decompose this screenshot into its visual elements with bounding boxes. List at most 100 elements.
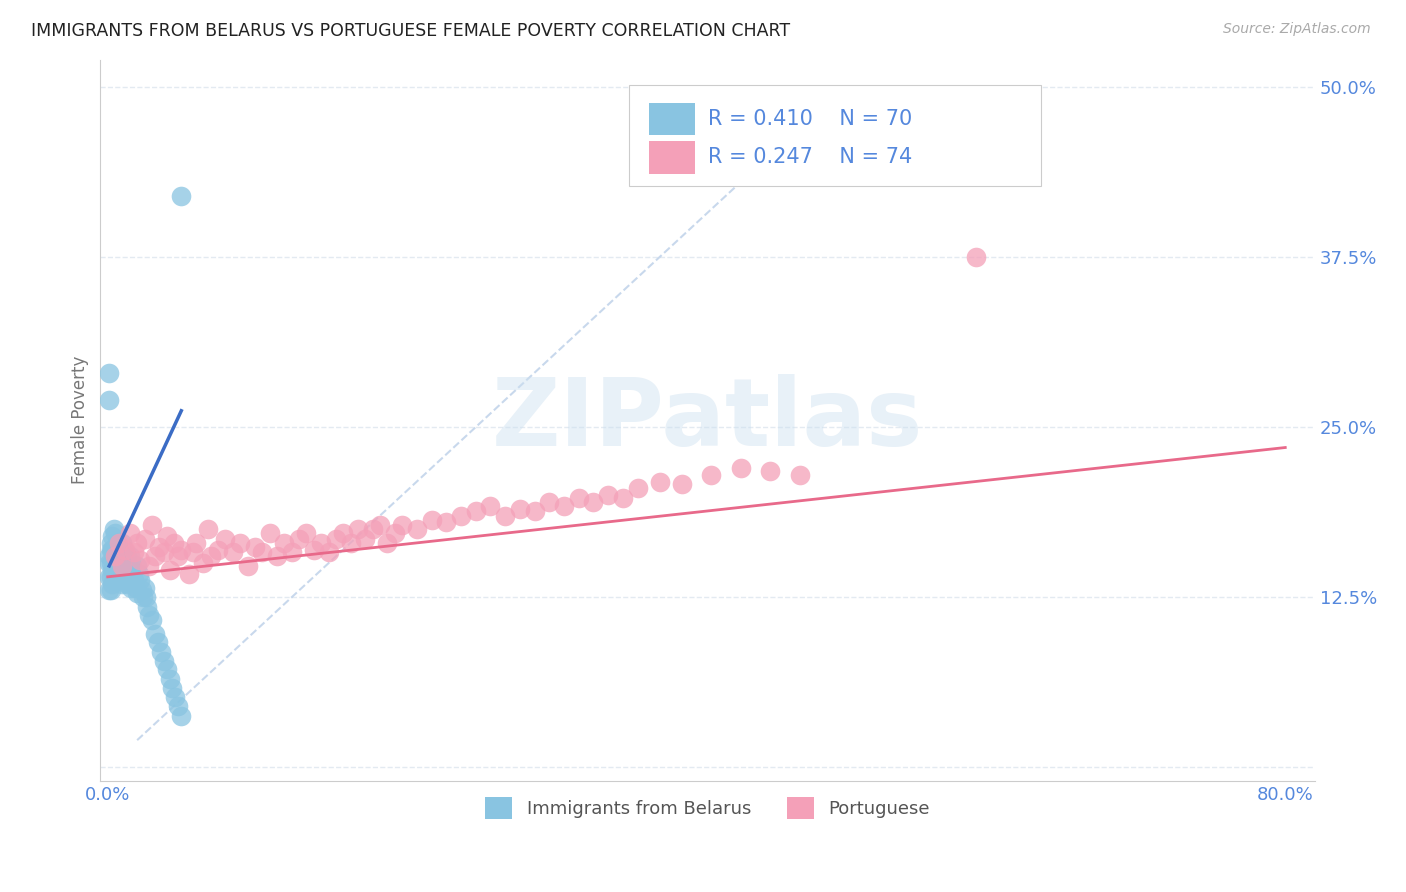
Text: R = 0.410    N = 70: R = 0.410 N = 70 <box>707 109 911 128</box>
Point <box>101 576 124 591</box>
Point <box>266 549 288 564</box>
Point <box>120 556 142 570</box>
Point <box>288 532 311 546</box>
Point <box>152 545 174 559</box>
Point <box>104 549 127 564</box>
Point <box>103 542 125 557</box>
Point <box>582 495 605 509</box>
Bar <box>650 141 696 174</box>
Point <box>105 570 128 584</box>
Point <box>100 542 122 557</box>
Point <box>568 491 591 505</box>
Point <box>553 499 575 513</box>
FancyBboxPatch shape <box>628 85 1042 186</box>
Point <box>98 366 121 380</box>
Point <box>450 508 472 523</box>
Point <box>420 513 443 527</box>
Point <box>162 681 184 696</box>
Point <box>112 567 135 582</box>
Point <box>105 536 128 550</box>
Point <box>98 570 121 584</box>
Point <box>155 529 177 543</box>
Point <box>167 699 190 714</box>
Point <box>167 549 190 564</box>
Point <box>318 545 340 559</box>
Point <box>111 553 134 567</box>
Point <box>107 558 129 573</box>
Point <box>98 556 121 570</box>
Point <box>120 581 142 595</box>
Y-axis label: Female Poverty: Female Poverty <box>72 356 89 484</box>
Point <box>129 553 152 567</box>
Point <box>648 475 671 489</box>
Point <box>789 467 811 482</box>
Point <box>98 549 121 564</box>
Point <box>110 549 132 564</box>
Point <box>391 518 413 533</box>
Point <box>104 549 127 564</box>
Point <box>118 573 141 587</box>
Point <box>121 563 143 577</box>
Point <box>273 536 295 550</box>
Point <box>111 536 134 550</box>
Point <box>105 553 128 567</box>
Point <box>626 481 648 495</box>
Point <box>252 545 274 559</box>
Point <box>115 576 138 591</box>
Point <box>103 522 125 536</box>
Point <box>159 672 181 686</box>
Point <box>177 567 200 582</box>
Point <box>101 529 124 543</box>
Point <box>138 558 160 573</box>
Point <box>302 542 325 557</box>
Point <box>598 488 620 502</box>
Point <box>214 532 236 546</box>
Point <box>494 508 516 523</box>
Point <box>134 581 156 595</box>
Point <box>143 549 166 564</box>
Point <box>222 545 245 559</box>
Point <box>135 591 157 605</box>
Point <box>184 536 207 550</box>
Point <box>243 540 266 554</box>
Point <box>141 518 163 533</box>
Point <box>124 581 146 595</box>
Point <box>170 188 193 202</box>
Point <box>280 545 302 559</box>
Point <box>132 591 155 605</box>
Point <box>128 567 150 582</box>
Point <box>148 540 170 554</box>
Point <box>107 540 129 554</box>
Point <box>108 567 131 582</box>
Point <box>509 501 531 516</box>
Point <box>98 583 121 598</box>
Point <box>197 522 219 536</box>
Point <box>110 573 132 587</box>
Point <box>114 573 136 587</box>
Text: Source: ZipAtlas.com: Source: ZipAtlas.com <box>1223 22 1371 37</box>
Point <box>730 461 752 475</box>
Point <box>339 536 361 550</box>
Point <box>538 495 561 509</box>
Point <box>111 558 134 573</box>
Point <box>377 536 399 550</box>
Point <box>295 526 318 541</box>
Point <box>464 504 486 518</box>
Point <box>118 549 141 564</box>
Point <box>98 392 121 407</box>
Text: ZIPatlas: ZIPatlas <box>492 375 924 467</box>
Point <box>100 536 122 550</box>
Point <box>259 526 281 541</box>
Point <box>103 573 125 587</box>
Point <box>117 558 139 573</box>
Point <box>170 708 193 723</box>
Point <box>152 654 174 668</box>
Text: R = 0.247    N = 74: R = 0.247 N = 74 <box>707 147 911 167</box>
Point <box>122 545 145 559</box>
Point <box>122 573 145 587</box>
Point <box>100 583 122 598</box>
Point <box>143 627 166 641</box>
Point <box>384 526 406 541</box>
Point <box>405 522 427 536</box>
Point <box>207 542 229 557</box>
